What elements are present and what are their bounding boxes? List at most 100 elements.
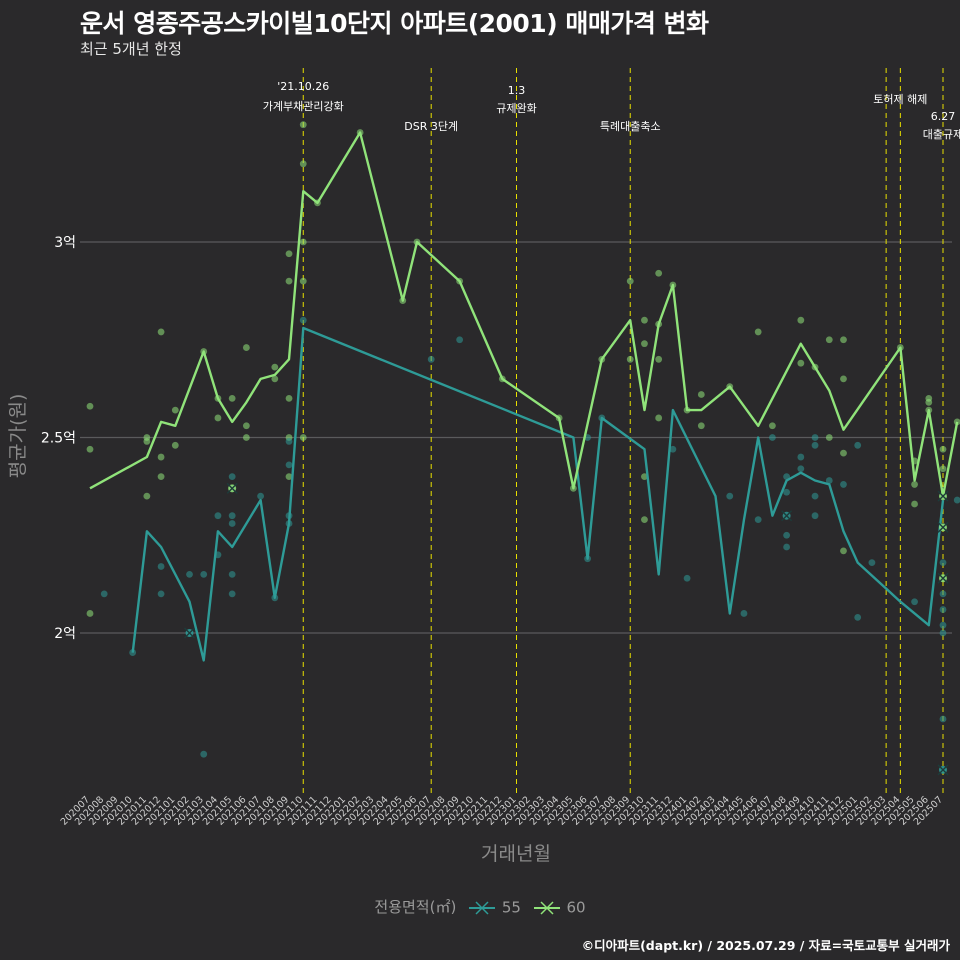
x-axis-title: 거래년월 [481,843,551,865]
event-annotation: DSR 3단계 [404,120,458,133]
transaction-point [271,375,279,383]
transaction-point [186,570,193,578]
transaction-point [697,391,705,398]
transaction-point [171,406,179,414]
transaction-point [299,277,307,285]
transaction-point [840,449,847,457]
legend: 전용면적(㎡) 55 60 [0,896,960,918]
transaction-point [840,547,847,555]
transaction-point [683,574,691,582]
transaction-point [257,492,264,500]
legend-title: 전용면적(㎡) [374,898,457,916]
transaction-point [228,570,236,578]
transaction-point [939,629,947,637]
highlight-cross [781,510,793,522]
transaction-point [100,590,108,598]
transaction-point [911,481,918,488]
transaction-point [143,438,151,445]
transaction-point [271,363,279,371]
transaction-point [299,316,307,324]
legend-item-55: 55 [467,898,521,918]
transaction-point [86,445,94,453]
transaction-point [299,434,307,441]
transaction-point [797,453,805,461]
transaction-point [285,461,293,469]
y-tick-label: 2억 [54,626,76,642]
event-annotation: 특례대출축소 [600,120,661,133]
transaction-point [299,121,307,129]
transaction-point [825,434,833,441]
transaction-point [740,610,748,617]
transaction-point [228,512,236,520]
transaction-point [911,500,918,508]
transaction-point [726,492,734,500]
series-line-60 [89,131,959,498]
transaction-point [925,398,933,406]
transaction-point [783,531,791,539]
transaction-point [228,590,236,598]
transaction-point [285,277,293,285]
transaction-point [797,359,805,367]
transaction-point [811,512,819,520]
transaction-point [299,238,307,246]
transaction-point [228,520,236,527]
y-tick-label: 3억 [54,235,76,251]
transaction-point [86,402,94,410]
transaction-point [200,570,208,578]
transaction-point [86,610,94,617]
transaction-point [242,422,250,430]
transaction-point [641,340,648,348]
transaction-point [299,160,307,168]
y-tick-label: 2.5억 [41,431,76,447]
transaction-point [939,715,947,723]
transaction-point [939,606,947,613]
transaction-point [456,336,464,344]
legend-label-55: 55 [501,898,521,916]
transaction-point [626,355,634,363]
transaction-point [797,316,805,324]
transaction-point [626,277,634,285]
transaction-point [641,316,648,324]
transaction-point [911,598,918,606]
event-annotation: 가계부채관리강화 [263,100,344,113]
transaction-point [953,496,960,504]
transaction-point [939,590,947,598]
source-caption: ©디아파트(dapt.kr) / 2025.07.29 / 자료=국토교통부 실… [581,938,950,953]
event-annotation: 규제완화 [496,102,536,115]
transaction-point [143,492,151,500]
transaction-point [939,621,947,629]
transaction-point [854,613,862,621]
transaction-point [840,375,847,383]
highlight-cross [937,521,949,533]
event-annotation: '21.10.26 [277,80,329,93]
transaction-point [228,473,236,480]
highlight-cross [937,764,949,776]
event-annotation: 6.27 [931,110,956,123]
transaction-point [939,445,947,453]
legend-label-60: 60 [566,898,586,916]
chart-title: 운서 영종주공스카이빌10단지 아파트(2001) 매매가격 변화 [80,9,709,38]
transaction-point [754,328,762,336]
transaction-point [655,269,663,277]
transaction-point [811,441,819,449]
transaction-point [655,414,663,422]
legend-key-60-icon [533,900,560,915]
transaction-point [200,750,208,758]
transaction-point [840,481,847,488]
transaction-point [840,336,847,344]
transaction-point [783,488,791,496]
transaction-point [641,473,648,480]
transaction-point [157,563,165,570]
transaction-point [939,465,947,473]
chart-subtitle: 최근 5개년 한정 [80,40,182,58]
transaction-point [811,434,819,441]
transaction-point [285,250,293,258]
transaction-point [157,590,165,598]
transaction-point [427,355,435,363]
transaction-point [769,422,776,430]
event-annotation: 토허제 해제 [873,92,927,106]
transaction-point [242,344,250,351]
highlight-cross [226,482,238,494]
event-annotation: 1.3 [508,84,526,97]
